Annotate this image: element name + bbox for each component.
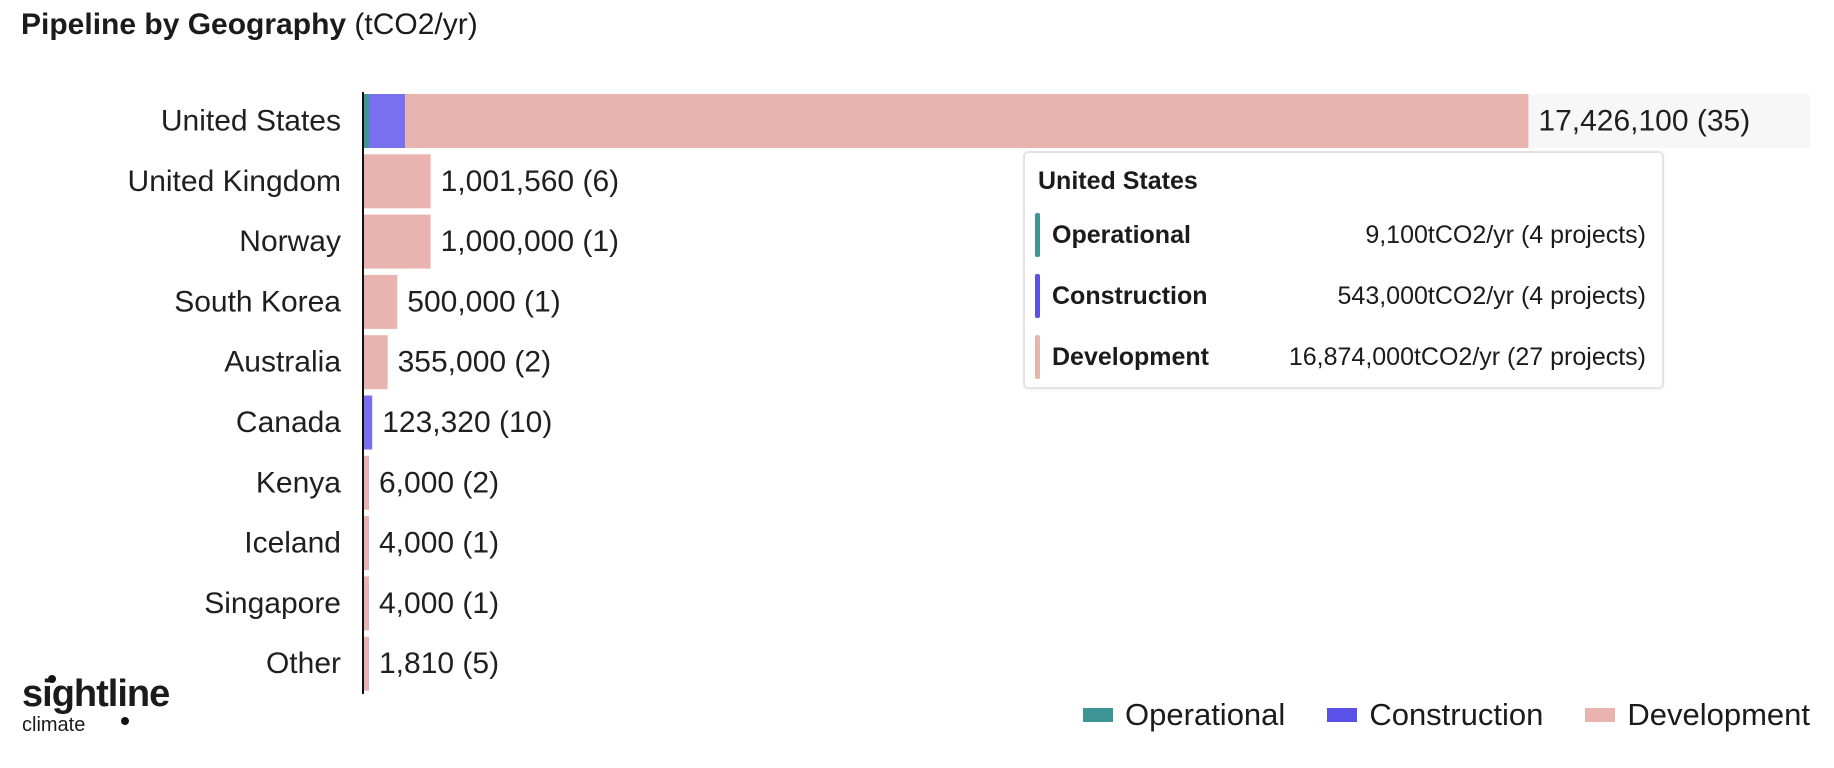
category-label: Singapore (204, 587, 341, 620)
legend-label: Operational (1125, 697, 1286, 732)
chart-title-text: Pipeline by Geography (21, 8, 347, 41)
category-label: Other (266, 647, 341, 680)
data-label: 4,000 (1) (379, 587, 499, 620)
bar-south-korea-development[interactable] (364, 274, 398, 329)
tooltip-swatch-construction (1035, 274, 1040, 318)
bar-united-states-operational[interactable] (364, 94, 369, 148)
bar-singapore-development[interactable] (364, 576, 369, 631)
tooltip-row-construction: Construction 543,000tCO2/yr (4 projects) (1035, 274, 1646, 318)
tooltip-row-name: Development (1052, 343, 1209, 371)
tooltip-row-value: 9,100tCO2/yr (4 projects) (1365, 221, 1646, 249)
bar-united-states-construction[interactable] (369, 94, 406, 148)
legend-swatch-construction (1327, 708, 1358, 722)
bar-kenya-development[interactable] (364, 455, 369, 510)
tooltip-row-operational: Operational 9,100tCO2/yr (4 projects) (1035, 213, 1646, 257)
logo-dot-icon (48, 675, 56, 683)
category-label: Norway (239, 225, 341, 258)
data-label: 123,320 (10) (382, 406, 552, 439)
bar-norway-development[interactable] (364, 214, 431, 269)
legend-item-development[interactable]: Development (1585, 697, 1810, 733)
tooltip-row-development: Development 16,874,000tCO2/yr (27 projec… (1035, 335, 1646, 379)
category-label: United States (161, 105, 341, 138)
tooltip-row-value: 16,874,000tCO2/yr (27 projects) (1288, 343, 1646, 371)
tooltip: United States Operational 9,100tCO2/yr (… (1023, 151, 1664, 389)
legend-label: Construction (1369, 697, 1544, 732)
sightline-climate-logo: sightline climate (22, 673, 170, 736)
tooltip-swatch-operational (1035, 213, 1040, 257)
legend: Operational Construction Development (1083, 697, 1810, 733)
category-label: Kenya (256, 466, 341, 499)
data-label: 1,000,000 (1) (441, 225, 619, 258)
tooltip-row-value: 543,000tCO2/yr (4 projects) (1337, 282, 1646, 310)
tooltip-swatch-development (1035, 335, 1040, 379)
chart-title: Pipeline by Geography (tCO2/yr) (21, 8, 478, 42)
category-label: South Korea (174, 285, 341, 318)
category-label: United Kingdom (128, 165, 341, 198)
data-label: 6,000 (2) (379, 466, 499, 499)
legend-swatch-development (1585, 708, 1616, 722)
tooltip-row-name: Construction (1052, 282, 1208, 310)
legend-swatch-operational (1083, 708, 1114, 722)
data-label: 17,426,100 (35) (1538, 105, 1750, 138)
legend-item-construction[interactable]: Construction (1327, 697, 1543, 733)
logo-main-text: sightline (22, 673, 170, 715)
legend-item-operational[interactable]: Operational (1083, 697, 1285, 733)
bar-iceland-development[interactable] (364, 516, 369, 571)
data-label: 1,810 (5) (379, 647, 499, 680)
bar-other-development[interactable] (364, 636, 369, 691)
bar-united-states-development[interactable] (405, 94, 1529, 148)
bar-canada-construction[interactable] (364, 395, 373, 450)
tooltip-row-name: Operational (1052, 221, 1191, 249)
category-label: Australia (224, 346, 341, 379)
legend-label: Development (1627, 697, 1810, 732)
category-label: Iceland (244, 527, 341, 560)
tooltip-title: United States (1038, 167, 1198, 195)
chart-title-unit: (tCO2/yr) (354, 8, 478, 41)
category-label: Canada (236, 406, 341, 439)
data-label: 1,001,560 (6) (441, 165, 619, 198)
data-label: 500,000 (1) (407, 285, 560, 318)
bar-united-kingdom-development[interactable] (364, 154, 431, 209)
data-label: 4,000 (1) (379, 527, 499, 560)
bar-australia-development[interactable] (364, 335, 388, 390)
data-label: 355,000 (2) (398, 346, 551, 379)
logo-sub-text: climate (22, 714, 86, 736)
logo-dot-icon (121, 717, 129, 725)
